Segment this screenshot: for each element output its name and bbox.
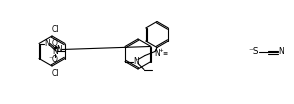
Text: ⁻: ⁻	[49, 54, 53, 64]
Text: +: +	[56, 45, 60, 50]
Text: O: O	[52, 54, 58, 64]
Text: N: N	[154, 49, 160, 58]
Text: N: N	[44, 39, 50, 48]
Text: Cl: Cl	[51, 69, 59, 77]
Text: +: +	[159, 48, 163, 53]
Text: ⁻S: ⁻S	[249, 48, 259, 56]
Text: O: O	[52, 38, 58, 48]
Text: N: N	[56, 45, 62, 54]
Text: Cl: Cl	[51, 25, 59, 33]
Text: N: N	[278, 48, 284, 56]
Text: N: N	[133, 57, 139, 66]
Text: ≡: ≡	[162, 50, 168, 55]
Text: N: N	[52, 46, 58, 56]
